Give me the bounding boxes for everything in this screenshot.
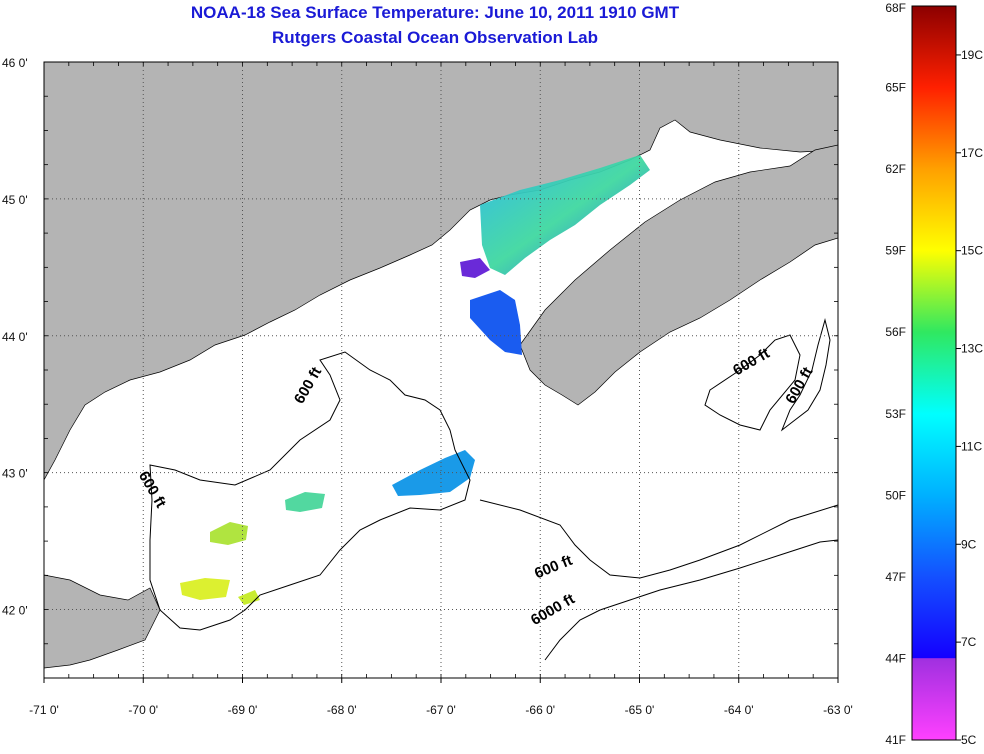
colorbar-label-f: 44F: [885, 651, 906, 665]
colorbar-label-f: 53F: [885, 407, 906, 421]
tick-label-lon: -68 0': [327, 703, 357, 717]
colorbar-label-c: 11C: [961, 439, 982, 453]
colorbar-label-f: 50F: [885, 488, 906, 502]
colorbar-label-c: 7C: [961, 635, 977, 649]
sst-patch-fundy-mouth: [470, 290, 522, 355]
tick-label-lat: 44 0': [2, 330, 28, 344]
land-massachusetts: [44, 574, 161, 669]
tick-label-lon: -65 0': [625, 703, 655, 717]
sst-patch-jeffreys: [210, 522, 248, 545]
colorbar-label-c: 17C: [961, 146, 983, 160]
sst-patch-georges-north: [392, 450, 475, 496]
tick-label-lon: -71 0': [29, 703, 59, 717]
tick-label-lat: 42 0': [2, 604, 28, 618]
map-title: NOAA-18 Sea Surface Temperature: June 10…: [190, 3, 680, 22]
tick-label-lon: -63 0': [823, 703, 853, 717]
colorbar-label-f: 68F: [885, 1, 906, 15]
colorbar-label-c: 9C: [961, 537, 977, 551]
tick-label-lon: -69 0': [228, 703, 258, 717]
colorbar-label-c: 19C: [961, 48, 983, 62]
tick-label-lat: 45 0': [2, 193, 28, 207]
tick-label-lon: -70 0': [128, 703, 158, 717]
sst-patch-grand-manan: [460, 258, 490, 278]
colorbar-label-f: 56F: [885, 325, 906, 339]
colorbar-label-f: 47F: [885, 570, 906, 584]
tick-label-lat: 46 0': [2, 56, 28, 70]
contour-600ft-south: [479, 499, 838, 579]
sst-patches: [180, 155, 650, 605]
tick-label-lon: -64 0': [724, 703, 754, 717]
colorbar-label-f: 59F: [885, 244, 906, 258]
contour-600ft-east: [704, 334, 801, 431]
sst-patch-wilkinson: [285, 492, 325, 512]
colorbar-label-c: 15C: [961, 244, 983, 258]
map-subtitle: Rutgers Coastal Ocean Observation Lab: [272, 28, 598, 47]
bathymetry-contours: [149, 318, 838, 661]
land-nova-scotia: [519, 144, 838, 406]
colorbar-label-c: 13C: [961, 342, 983, 356]
contour-600ft-far-east: [780, 318, 831, 432]
colorbar-label-c: 5C: [961, 733, 977, 747]
colorbar: 41F 44F 47F 50F 53F 56F 59F 62F 65F 68F 5C 7C 9C 11C 1…: [885, 1, 983, 747]
colorbar-label-f: 62F: [885, 162, 906, 176]
sst-patch-small-yellow: [238, 590, 260, 605]
sst-patch-bay-of-fundy: [480, 155, 650, 275]
axis-ticks: -71 0' -70 0' -69 0' -68 0' -67 0' -66 0' -65 …: [2, 56, 853, 717]
sst-patch-stellwagen: [180, 578, 230, 600]
map-grid: [44, 62, 838, 678]
tick-label-lon: -66 0': [525, 703, 555, 717]
colorbar-label-f: 65F: [885, 81, 906, 95]
contour-600ft-gulf: [149, 351, 471, 631]
colorbar-bar: [911, 5, 957, 741]
colorbar-label-f: 41F: [885, 733, 906, 747]
contour-6000ft: [544, 539, 838, 661]
tick-label-lat: 43 0': [2, 467, 28, 481]
tick-label-lon: -67 0': [426, 703, 456, 717]
